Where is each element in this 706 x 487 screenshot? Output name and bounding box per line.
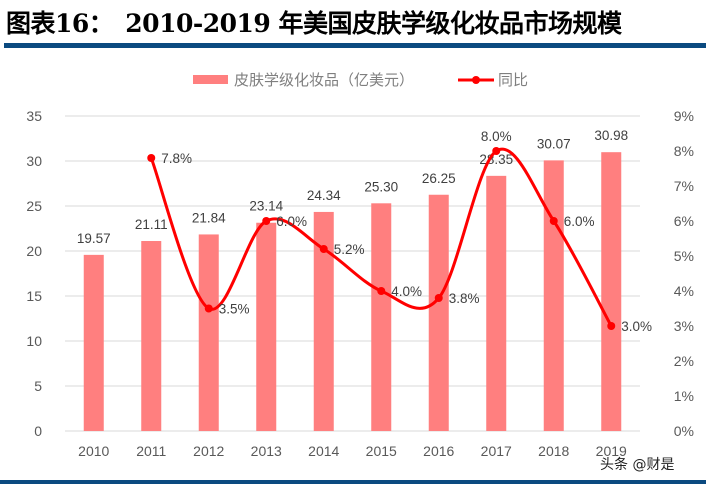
y-right-tick-label: 6% [674,213,694,229]
x-tick-label: 2019 [596,443,627,459]
legend-bar-swatch [193,75,228,84]
line-point [204,304,213,313]
y-right-tick-label: 3% [674,318,694,334]
watermark: 头条 @财是 [600,457,675,473]
x-tick-label: 2012 [193,443,224,459]
line-point [377,287,386,295]
line-data-label: 4.0% [391,284,422,299]
title-divider [4,43,706,48]
line-point [492,147,501,155]
line-data-label: 6.0% [276,214,307,229]
bar [601,152,622,431]
line-data-label: 7.8% [161,151,192,166]
bar [428,194,449,431]
legend-bar-label: 皮肤学级化妆品（亿美元） [234,71,414,89]
y-left-tick-label: 0 [34,423,42,439]
line-data-label: 3.5% [219,302,250,317]
y-left-tick-label: 15 [26,288,42,304]
line-data-label: 3.8% [449,291,480,306]
bar-data-label: 21.84 [192,210,226,225]
x-tick-label: 2013 [251,443,282,459]
bar-data-label: 25.30 [364,179,398,194]
bar [256,222,277,431]
bar-data-label: 24.34 [307,188,341,203]
bar-data-label: 19.57 [77,231,111,246]
y-left-tick-label: 20 [26,243,42,259]
y-left-tick-label: 5 [34,378,42,394]
y-right-tick-label: 9% [674,108,694,124]
x-tick-label: 2018 [538,443,569,459]
y-right-tick-label: 4% [674,283,694,299]
bar [141,241,162,431]
x-tick-label: 2014 [308,443,339,459]
x-tick-label: 2011 [136,443,166,459]
bar-data-label: 23.14 [249,199,283,214]
legend-line-label: 同比 [498,71,528,89]
y-right-tick-label: 7% [674,178,694,194]
x-tick-label: 2015 [366,443,397,459]
y-left-tick-label: 25 [26,198,42,214]
line-data-label: 8.0% [481,129,512,144]
bar-data-label: 26.25 [422,171,456,186]
line-point [434,294,443,302]
bar [313,211,334,431]
line-point [319,245,328,253]
bar [83,254,104,431]
line-data-label: 3.0% [621,319,652,334]
line-point [607,322,616,330]
bar-data-label: 30.07 [537,136,571,151]
y-left-tick-label: 30 [26,153,42,169]
chart-title: 图表16： 2010-2019 年美国皮肤学级化妆品市场规模 [6,9,622,38]
bar [543,160,564,431]
y-left-tick-label: 10 [26,333,42,349]
y-left-tick-label: 35 [26,108,42,124]
bottom-divider [0,480,706,484]
line-point [549,217,558,225]
x-tick-label: 2010 [78,443,109,459]
y-right-tick-label: 8% [674,143,694,159]
line-data-label: 5.2% [334,242,365,257]
x-tick-label: 2016 [423,443,454,459]
line-data-label: 6.0% [564,214,595,229]
line-point [147,154,156,162]
bar [371,203,392,431]
x-tick-label: 2017 [481,443,512,459]
legend-line-marker [472,76,480,84]
bar [486,175,507,431]
bar [198,234,219,431]
bar-data-label: 30.98 [594,128,628,143]
y-right-tick-label: 5% [674,248,694,264]
y-right-tick-label: 2% [674,353,694,369]
bar-data-label: 21.11 [135,217,168,232]
y-right-tick-label: 1% [674,388,694,404]
line-point [262,217,271,225]
y-right-tick-label: 0% [674,423,694,439]
